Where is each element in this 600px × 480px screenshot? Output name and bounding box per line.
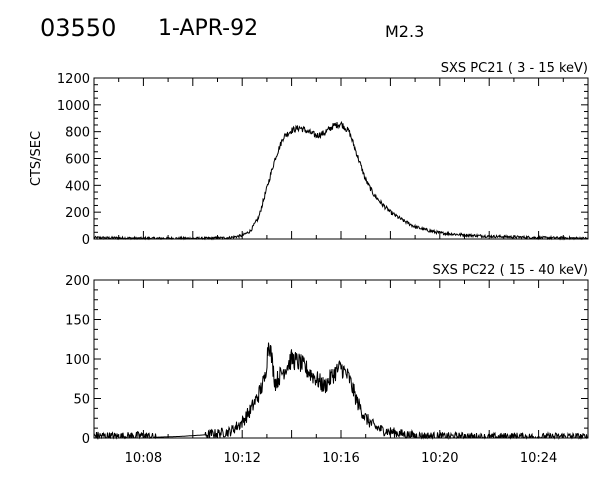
y-axis-label: CTS/SEC bbox=[29, 131, 44, 186]
x-tick-label: 10:24 bbox=[520, 451, 557, 466]
y-tick-label: 0 bbox=[82, 233, 90, 248]
y-tick-label: 100 bbox=[65, 353, 90, 368]
y-tick-label: 800 bbox=[65, 126, 90, 141]
y-tick-label: 1200 bbox=[57, 72, 90, 87]
plot-frame-1 bbox=[93, 77, 589, 240]
y-tick-label: 1000 bbox=[57, 99, 90, 114]
y-tick-label: 400 bbox=[65, 179, 90, 194]
y-tick-label: 150 bbox=[65, 314, 90, 329]
panel-title-1: SXS PC21 ( 3 - 15 keV) bbox=[441, 61, 588, 76]
series-line-2 bbox=[93, 342, 589, 440]
series-line-1 bbox=[93, 120, 589, 241]
y-tick-label: 200 bbox=[65, 206, 90, 221]
x-tick-label: 10:20 bbox=[421, 451, 458, 466]
event-date: 1-APR-92 bbox=[158, 16, 259, 41]
y-tick-label: 50 bbox=[73, 393, 90, 408]
y-tick-label: 200 bbox=[65, 274, 90, 289]
y-tick-label: 600 bbox=[65, 153, 90, 168]
y-tick-label: 0 bbox=[82, 432, 90, 447]
x-tick-label: 10:16 bbox=[322, 451, 359, 466]
x-tick-label: 10:08 bbox=[125, 451, 162, 466]
plot-frame-2 bbox=[93, 279, 589, 439]
event-id: 03550 bbox=[40, 14, 117, 42]
flare-class: M2.3 bbox=[385, 22, 425, 41]
panel-title-2: SXS PC22 ( 15 - 40 keV) bbox=[432, 263, 588, 278]
x-tick-label: 10:12 bbox=[223, 451, 260, 466]
